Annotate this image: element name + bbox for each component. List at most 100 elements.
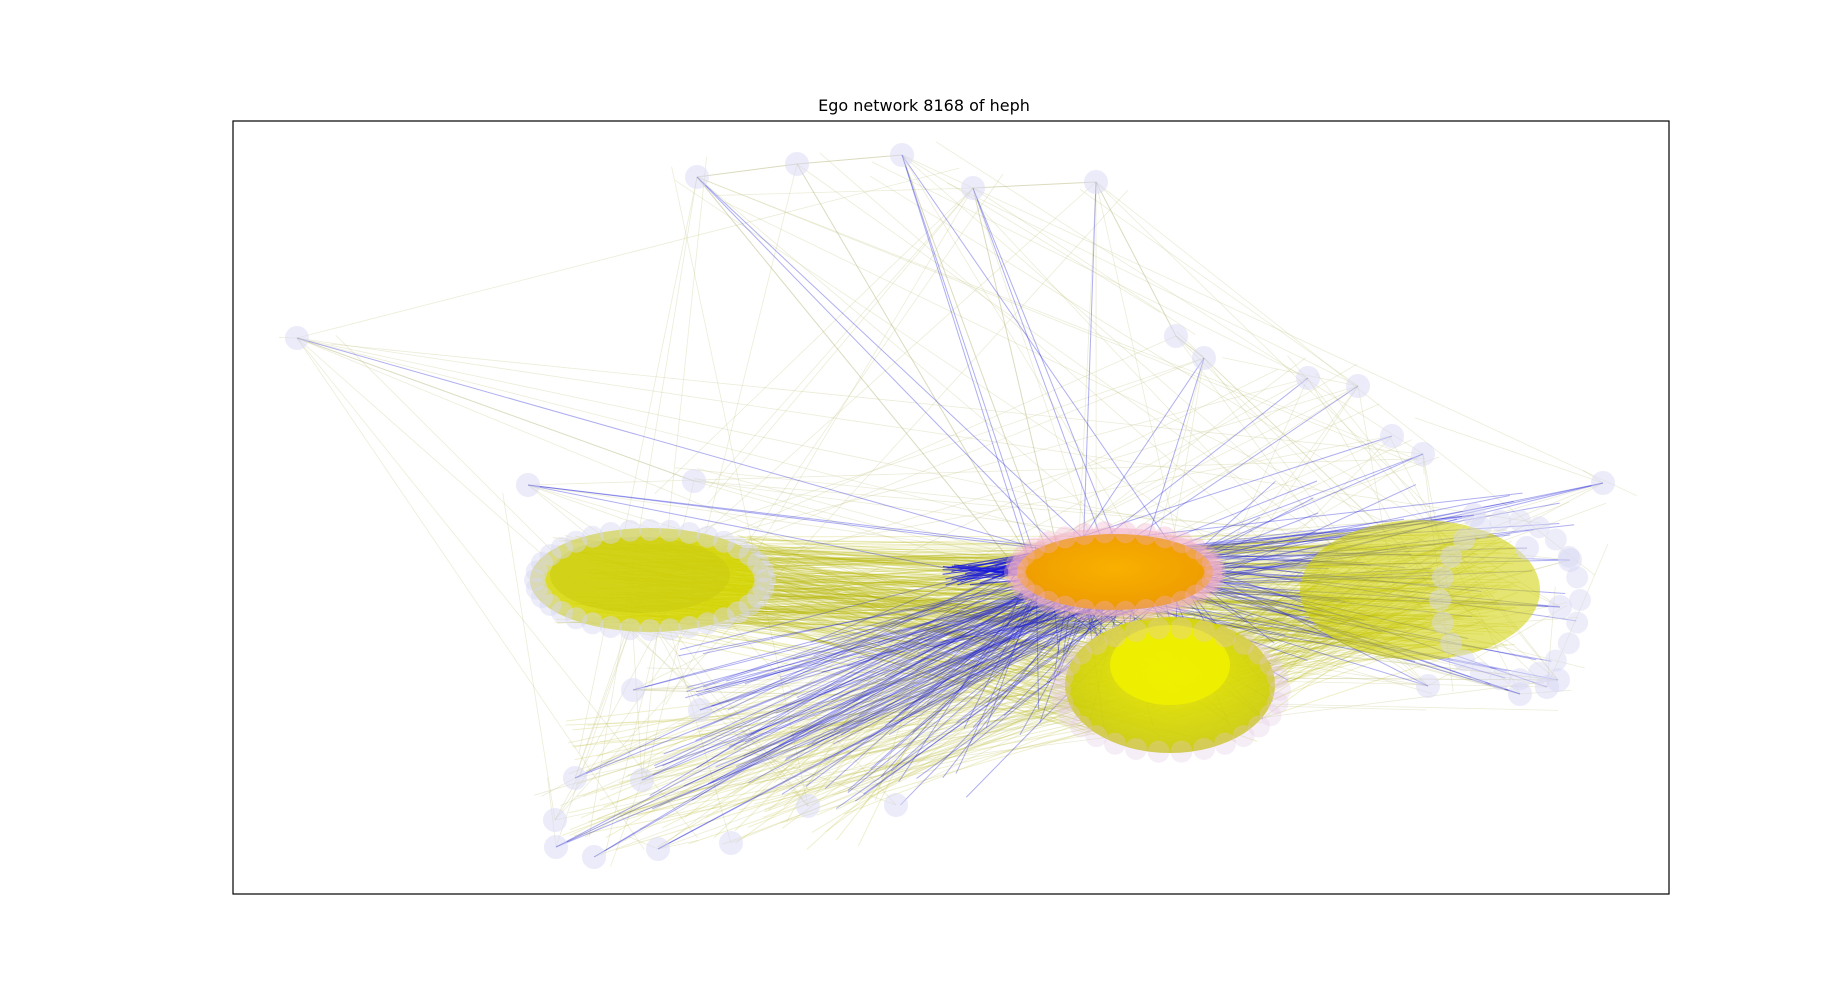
cluster-node <box>1085 725 1108 748</box>
peripheral-node <box>563 766 587 790</box>
edge-peripheral <box>555 596 642 848</box>
peripheral-node <box>1084 170 1108 194</box>
edge-peripheral <box>330 343 1424 455</box>
cluster-node <box>1058 653 1081 676</box>
cluster-node <box>619 519 642 542</box>
cluster-node <box>1431 611 1454 634</box>
edge-peripheral <box>901 154 1152 568</box>
edge-peripheral <box>696 176 1424 468</box>
edge-ego <box>641 568 1087 781</box>
edge-alter <box>632 553 1383 623</box>
cluster-node <box>1058 704 1081 727</box>
edge-peripheral <box>644 163 798 782</box>
edge-alter <box>659 582 1428 648</box>
edge-ego <box>1081 181 1097 595</box>
ego-node <box>1073 522 1096 545</box>
edge-alter <box>605 624 975 839</box>
edge-alter <box>724 581 1362 649</box>
ego-node <box>1054 526 1076 549</box>
edge-ego <box>678 581 1051 657</box>
edge-ego <box>1193 495 1510 560</box>
cluster-node <box>530 551 553 574</box>
edge-ego <box>696 547 1051 769</box>
edge-peripheral <box>1095 181 1177 337</box>
edge-peripheral <box>632 368 1278 691</box>
edge-alter <box>781 606 1078 829</box>
edge-alter <box>712 663 1056 722</box>
ego-node <box>1073 599 1096 622</box>
edge-alter <box>657 601 1355 615</box>
cluster-node <box>1232 725 1255 748</box>
cluster-node <box>1489 668 1512 691</box>
edge-alter <box>568 642 922 775</box>
peripheral-node <box>688 698 712 722</box>
edge-peripheral <box>296 337 1541 524</box>
edge-alter <box>675 576 1336 635</box>
ego-node <box>1170 531 1193 554</box>
edge-ego <box>687 583 1069 688</box>
cluster-node <box>581 612 604 635</box>
edge-ego <box>725 596 1057 682</box>
edge-ego <box>651 600 1125 810</box>
edge-alter <box>693 627 1052 788</box>
edge-peripheral <box>671 166 809 807</box>
edge-peripheral <box>696 176 1419 461</box>
ego-node <box>1037 531 1060 554</box>
edge-peripheral <box>541 377 1309 797</box>
edge-peripheral <box>1150 357 1205 567</box>
ego-node <box>1204 561 1226 583</box>
cluster-node <box>1269 679 1291 701</box>
edge-peripheral <box>972 181 1097 189</box>
edge-alter <box>860 683 959 810</box>
edge-peripheral <box>972 187 1061 561</box>
cluster-node <box>1544 649 1567 672</box>
edge-ego <box>744 588 1144 743</box>
cluster-node <box>658 618 681 641</box>
edge-peripheral <box>555 439 1412 848</box>
edge-alter <box>735 618 1048 844</box>
cluster-node <box>678 522 701 545</box>
edge-alter <box>693 622 1356 633</box>
edge-ego <box>696 176 1092 583</box>
edge-alter <box>584 608 972 838</box>
edge-peripheral <box>527 458 1426 486</box>
edge-alter <box>1235 648 1472 728</box>
edge-alter <box>791 701 1089 794</box>
edge-alter <box>729 617 1096 668</box>
cluster-node <box>639 619 661 641</box>
edge-peripheral <box>696 176 1011 561</box>
edge-alter <box>571 701 1086 747</box>
edge-alter <box>638 600 1168 785</box>
edge-alter <box>647 597 1426 619</box>
peripheral-node <box>961 176 985 200</box>
edge-peripheral <box>574 600 1455 779</box>
cluster-node <box>1170 617 1193 640</box>
peripheral-node <box>630 768 654 792</box>
edge-ego <box>972 187 1115 575</box>
edge-ego <box>833 593 1056 731</box>
edge-alter <box>765 640 1105 798</box>
edge-alter <box>713 599 961 839</box>
edge-alter <box>727 553 1137 675</box>
edge-ego <box>785 600 1109 759</box>
edge-ego <box>831 593 1046 710</box>
edge-alter <box>744 540 1134 687</box>
cluster-node <box>619 618 642 641</box>
cluster-node <box>1566 611 1589 634</box>
edge-peripheral <box>296 337 645 850</box>
edge-ego <box>296 337 1106 569</box>
peripheral-node <box>544 835 568 859</box>
edge-ego <box>901 154 1043 601</box>
edge-alter <box>713 590 1412 632</box>
cluster-node <box>738 594 761 616</box>
ego-node <box>1093 521 1116 544</box>
peripheral-node <box>1558 548 1582 572</box>
peripheral-node <box>1296 366 1320 390</box>
edge-peripheral <box>796 163 1031 561</box>
edge-ego <box>649 562 1043 797</box>
edge-alter <box>641 550 1337 566</box>
cluster-node <box>1125 737 1148 760</box>
cluster-node <box>550 601 573 624</box>
edge-peripheral <box>901 154 1425 611</box>
